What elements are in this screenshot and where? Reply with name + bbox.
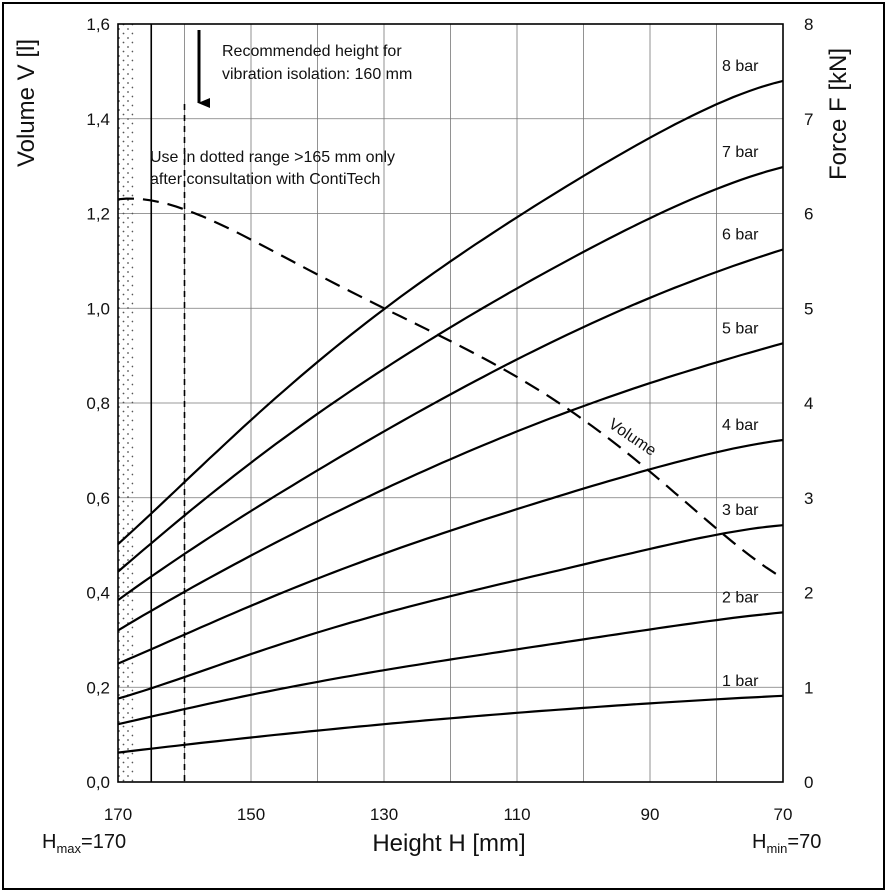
x-tick-label: 150 (237, 805, 265, 824)
y-right-tick-label: 2 (804, 584, 813, 603)
series-label: 3 bar (722, 502, 759, 519)
series-label: 1 bar (722, 673, 759, 690)
volume-series-label: Volume (605, 416, 659, 460)
y-right-tick-label: 8 (804, 15, 813, 34)
y-left-tick-label: 0,4 (86, 584, 110, 603)
x-tick-label: 90 (641, 805, 660, 824)
y-left-axis-title: Volume V [l] (13, 39, 40, 167)
series-label: 4 bar (722, 417, 759, 434)
x-axis-title: Height H [mm] (372, 830, 525, 857)
h-min-label: Hmin=70 (752, 831, 821, 856)
y-left-tick-label: 0,6 (86, 489, 110, 508)
y-left-tick-label: 0,0 (86, 773, 110, 792)
force-series-lines (117, 79, 784, 754)
series-line-1-bar (117, 694, 784, 754)
recommended-note-line2: vibration isolation: 160 mm (222, 66, 412, 83)
y-right-tick-label: 6 (804, 205, 813, 224)
y-left-axis-ticks: 0,0 0,2 0,4 0,6 0,8 1,0 1,2 1,4 1,6 (86, 15, 110, 792)
y-right-tick-label: 7 (804, 110, 813, 129)
recommended-note-line1: Recommended height for (222, 43, 402, 60)
y-right-tick-label: 0 (804, 773, 813, 792)
y-left-tick-label: 0,8 (86, 394, 110, 413)
y-right-tick-label: 1 (804, 678, 813, 697)
series-label: 7 bar (722, 144, 759, 161)
series-labels: 1 bar 2 bar 3 bar 4 bar 5 bar 6 bar 7 bar 8 bar (722, 58, 759, 690)
dotted-range-area (118, 24, 134, 782)
y-right-tick-label: 3 (804, 489, 813, 508)
y-left-tick-label: 0,2 (86, 678, 110, 697)
y-right-tick-label: 5 (804, 299, 813, 318)
x-axis-ticks: 170 150 130 110 90 70 (104, 805, 793, 824)
series-line-2-bar (117, 611, 784, 726)
x-tick-label: 130 (370, 805, 398, 824)
y-left-tick-label: 1,2 (86, 205, 110, 224)
x-tick-label: 70 (774, 805, 793, 824)
series-label: 2 bar (722, 589, 759, 606)
y-right-tick-label: 4 (804, 394, 813, 413)
series-line-6-bar (117, 248, 784, 601)
y-left-tick-label: 1,4 (86, 110, 110, 129)
vertical-markers (150, 24, 186, 782)
series-line-3-bar (117, 524, 784, 700)
dotted-note-line1: Use in dotted range >165 mm only (150, 149, 395, 166)
x-tick-label: 110 (503, 805, 530, 824)
h-max-label: Hmax=170 (42, 831, 126, 856)
series-line-7-bar (117, 166, 784, 573)
grid-lines (117, 23, 784, 783)
series-line-5-bar (117, 342, 784, 632)
series-label: 5 bar (722, 320, 759, 337)
x-tick-label: 170 (104, 805, 132, 824)
series-line-8-bar (117, 79, 784, 546)
y-right-axis-title: Force F [kN] (825, 48, 852, 180)
volume-line (117, 197, 784, 580)
dotted-note-line2: after consultation with ContiTech (150, 171, 380, 188)
plot-border (117, 23, 784, 783)
series-line-4-bar (117, 438, 784, 665)
y-left-tick-label: 1,0 (86, 299, 110, 318)
series-label: 6 bar (722, 227, 759, 244)
series-label: 8 bar (722, 58, 759, 75)
y-right-axis-ticks: 0 1 2 3 4 5 6 7 8 (804, 15, 813, 792)
y-left-tick-label: 1,6 (86, 15, 110, 34)
